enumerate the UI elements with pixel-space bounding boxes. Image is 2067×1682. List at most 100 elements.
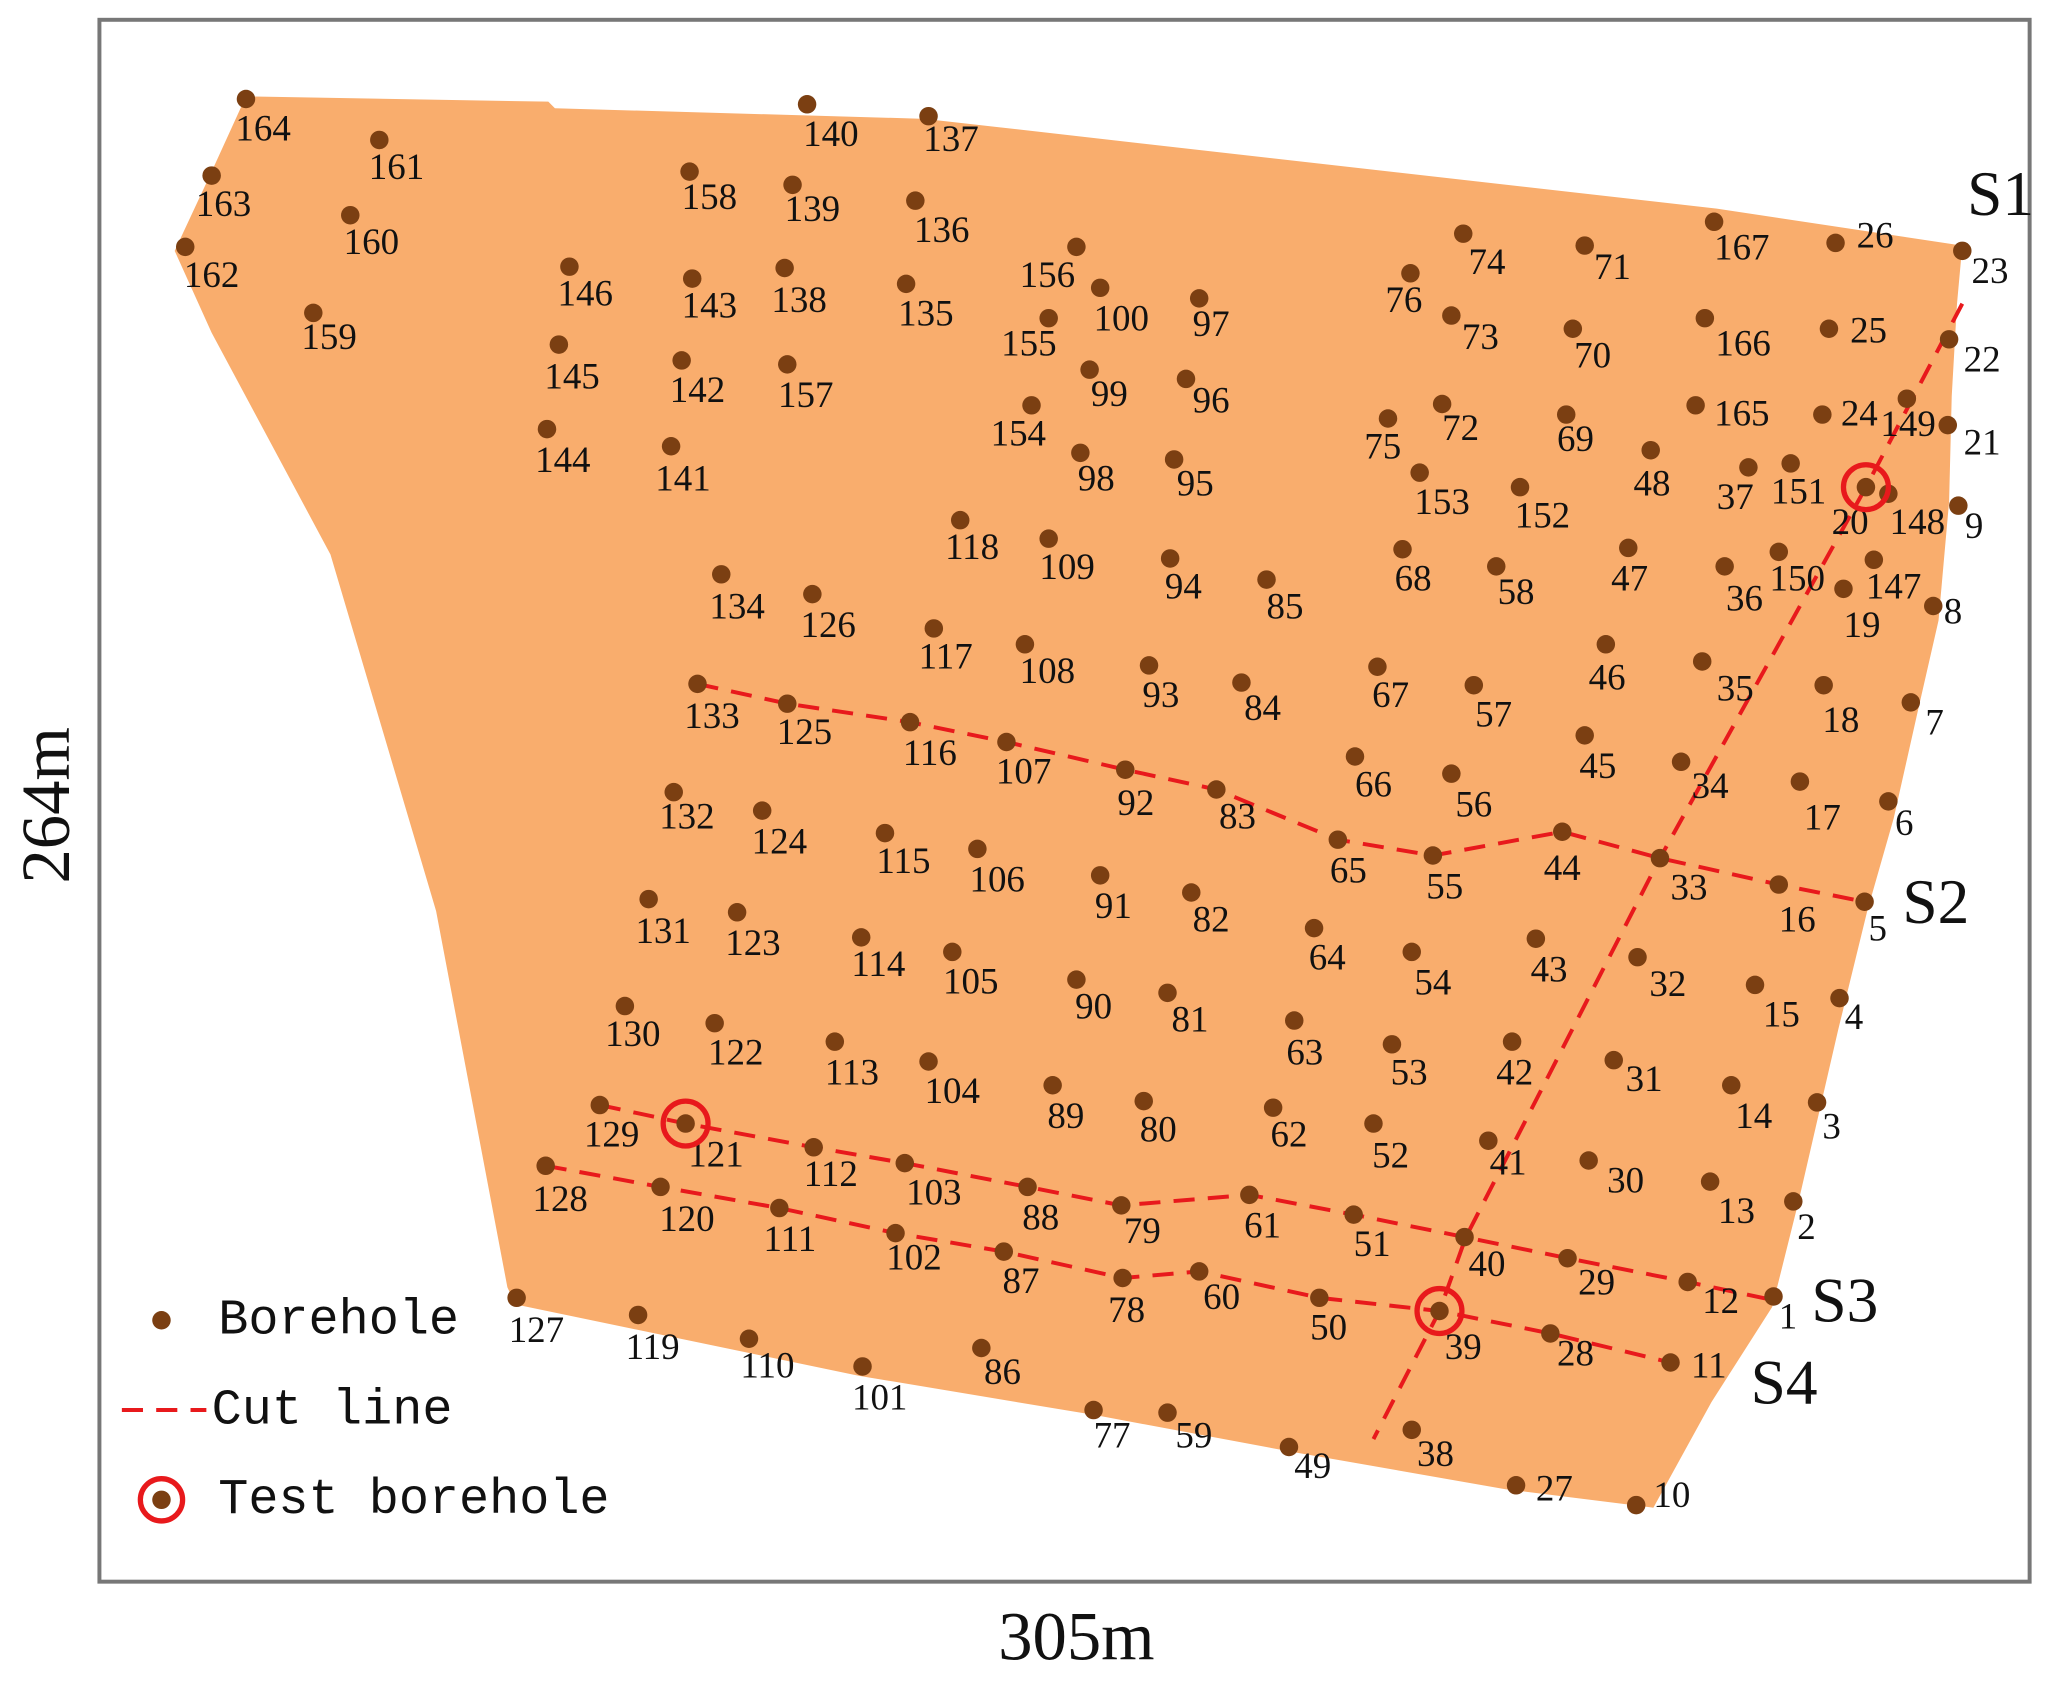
borehole-dot: [304, 303, 323, 323]
borehole-dot: [1949, 496, 1968, 515]
cut-line: [1371, 302, 1965, 1440]
borehole-label: 142: [670, 369, 725, 410]
borehole-label: 4: [1845, 996, 1863, 1037]
borehole-dot: [1116, 760, 1135, 779]
borehole-dot: [825, 1032, 845, 1051]
borehole-label: 95: [1177, 463, 1214, 504]
borehole-dot: [919, 106, 938, 126]
borehole-dot: [1879, 792, 1898, 811]
borehole-dot: [1071, 443, 1090, 463]
borehole-label: 123: [725, 922, 780, 963]
borehole-dot: [1015, 635, 1035, 654]
borehole-dot: [712, 565, 731, 584]
borehole-label: 49: [1294, 1445, 1331, 1486]
borehole-dot: [1579, 1151, 1598, 1170]
borehole-dot: [507, 1288, 526, 1308]
borehole-label: 130: [605, 1013, 660, 1054]
borehole-label: 122: [708, 1032, 763, 1073]
borehole-label: 94: [1165, 566, 1202, 607]
borehole-dot: [1626, 1495, 1646, 1515]
borehole-dot: [688, 674, 707, 694]
borehole-label: 150: [1770, 558, 1825, 599]
borehole-label: 5: [1869, 908, 1887, 949]
borehole-dot: [1856, 477, 1876, 497]
borehole-label: 140: [803, 113, 858, 154]
borehole-dot: [1378, 409, 1398, 428]
borehole-label: 128: [532, 1178, 587, 1219]
borehole-dot: [1067, 970, 1086, 989]
section-label: S1: [1967, 159, 2034, 229]
borehole-dot: [739, 1329, 759, 1348]
borehole-dot: [1769, 542, 1789, 562]
borehole-dot: [1671, 752, 1691, 772]
borehole-dot: [1479, 1131, 1498, 1150]
borehole-label: 101: [852, 1376, 907, 1417]
borehole-label: 19: [1843, 604, 1880, 645]
borehole-dot: [1553, 822, 1572, 841]
test-borehole-ring: [1414, 1285, 1465, 1337]
borehole-dot: [1506, 1476, 1526, 1495]
borehole-label: 105: [943, 960, 998, 1001]
borehole-label: 56: [1455, 783, 1492, 824]
borehole-dot: [202, 166, 221, 185]
borehole-dot: [1345, 747, 1365, 766]
borehole-dot: [1432, 394, 1452, 414]
borehole-dot: [1039, 308, 1058, 328]
borehole-label: 16: [1779, 898, 1816, 939]
borehole-dot: [1164, 450, 1184, 469]
borehole-label: 119: [626, 1326, 680, 1367]
borehole-dot: [1304, 918, 1324, 938]
borehole-label: 125: [777, 711, 832, 752]
borehole-label: 44: [1544, 847, 1581, 888]
borehole-dot: [1043, 1076, 1062, 1095]
borehole-dot: [1368, 657, 1387, 676]
borehole-dot: [997, 732, 1016, 752]
borehole-dot: [1207, 780, 1226, 799]
borehole-label: 14: [1735, 1095, 1772, 1136]
borehole-dot: [851, 928, 871, 947]
borehole-dot: [950, 510, 970, 530]
borehole-label: 50: [1310, 1306, 1347, 1347]
borehole-dot: [1953, 241, 1972, 261]
borehole-label: 158: [682, 176, 737, 217]
borehole-label: 107: [996, 750, 1051, 791]
borehole-dot: [797, 95, 817, 114]
borehole-dot: [536, 1156, 555, 1176]
borehole-label: 61: [1244, 1205, 1281, 1246]
section-label: S3: [1811, 1266, 1878, 1336]
section-label: S4: [1751, 1347, 1818, 1417]
legend-label: Test borehole: [218, 1472, 609, 1529]
borehole-label: 6: [1895, 802, 1913, 843]
borehole-dot: [1464, 675, 1484, 695]
borehole-label: 10: [1653, 1474, 1690, 1515]
borehole-label: 24: [1841, 393, 1878, 434]
borehole-label: 23: [1972, 250, 2009, 291]
borehole-label: 28: [1557, 1333, 1594, 1374]
borehole-label: 54: [1414, 962, 1451, 1003]
boreholes: 1641611631601621591461451441581431421411…: [175, 89, 2009, 1515]
borehole-dot: [664, 782, 683, 802]
borehole-label: 145: [544, 356, 599, 397]
borehole-dot: [943, 942, 962, 962]
borehole-label: 115: [876, 840, 930, 881]
borehole-label: 83: [1219, 795, 1256, 836]
borehole-label: 124: [752, 820, 807, 861]
borehole-label: 67: [1372, 674, 1409, 715]
borehole-dot: [783, 175, 802, 195]
borehole-dot: [1442, 306, 1461, 325]
borehole-label: 139: [785, 188, 840, 229]
borehole-dot: [770, 1198, 789, 1218]
borehole-label: 157: [778, 374, 833, 415]
borehole-dot: [1139, 656, 1159, 675]
borehole-dot: [1402, 942, 1421, 962]
borehole-label: 58: [1498, 571, 1535, 612]
borehole-dot: [1650, 848, 1670, 868]
borehole-label: 21: [1964, 422, 2001, 463]
borehole-dot: [1715, 557, 1734, 576]
borehole-dot: [1510, 477, 1530, 497]
borehole-label: 18: [1822, 699, 1859, 740]
borehole-label: 147: [1866, 566, 1921, 607]
borehole-dot: [1182, 883, 1201, 902]
borehole-dot: [1790, 772, 1810, 791]
borehole-dot: [875, 823, 895, 843]
